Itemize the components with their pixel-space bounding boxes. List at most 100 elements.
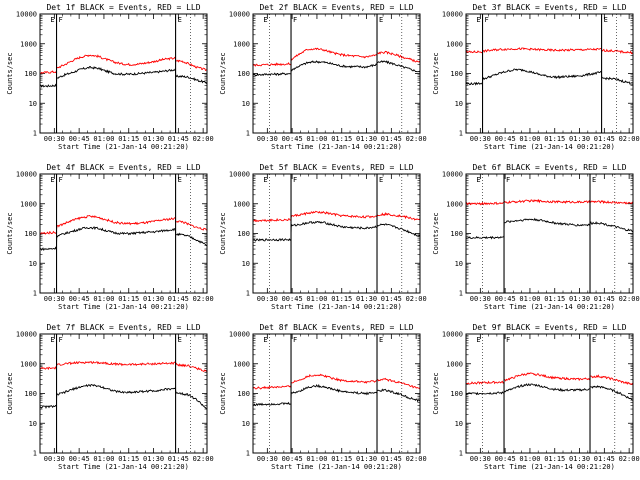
x-tick-label: 01:15	[331, 455, 352, 463]
x-tick-label: 00:30	[470, 135, 491, 143]
marker-label-e: E	[50, 336, 54, 344]
x-tick-label: 00:45	[69, 455, 90, 463]
marker-label-e: E	[476, 336, 480, 344]
y-tick-label: 1000	[446, 200, 463, 208]
x-tick-label: 00:30	[44, 135, 65, 143]
y-tick-label: 1	[246, 290, 250, 298]
panel-title: Det 8f BLACK = Events, RED = LLD	[259, 323, 413, 332]
x-tick-label: 01:30	[143, 295, 164, 303]
x-tick-label: 00:45	[282, 295, 303, 303]
marker-label-e: E	[476, 176, 480, 184]
x-tick-label: 02:00	[193, 455, 214, 463]
y-tick-label: 1000	[446, 40, 463, 48]
panel-title: Det 4f BLACK = Events, RED = LLD	[46, 163, 200, 172]
y-tick-label: 10000	[442, 171, 463, 179]
x-tick-label: 01:15	[331, 135, 352, 143]
x-tick-label: 02:00	[193, 135, 214, 143]
x-tick-label: 00:45	[495, 295, 516, 303]
y-tick-label: 100	[24, 390, 37, 398]
x-tick-label: 00:30	[470, 295, 491, 303]
series-line-lld	[465, 372, 634, 385]
x-tick-label: 00:45	[282, 455, 303, 463]
x-tick-label: 01:45	[168, 135, 189, 143]
x-tick-label: 01:00	[519, 295, 540, 303]
series-line-events	[252, 60, 421, 77]
panel-title: Det 2f BLACK = Events, RED = LLD	[259, 3, 413, 12]
y-tick-label: 10000	[229, 11, 250, 19]
marker-label-f: F	[293, 16, 297, 24]
x-tick-label: 01:45	[594, 135, 615, 143]
x-axis-label: Start Time (21-Jan-14 00:21:20)	[58, 303, 189, 311]
x-tick-label: 01:30	[143, 455, 164, 463]
y-tick-label: 1	[459, 450, 463, 458]
marker-label-e-end: E	[379, 176, 383, 184]
y-tick-label: 1	[246, 450, 250, 458]
x-tick-label: 01:15	[331, 295, 352, 303]
y-axis-label: Counts/sec	[6, 52, 14, 94]
x-tick-label: 02:00	[619, 295, 640, 303]
y-tick-label: 1	[246, 130, 250, 138]
plot-frame	[39, 333, 208, 454]
y-tick-label: 1000	[20, 200, 37, 208]
y-tick-label: 10	[29, 100, 37, 108]
x-tick-label: 01:45	[381, 295, 402, 303]
x-tick-label: 00:45	[495, 135, 516, 143]
x-tick-label: 00:30	[470, 455, 491, 463]
y-tick-label: 1000	[233, 360, 250, 368]
marker-label-e-end: E	[592, 176, 596, 184]
series-line-lld	[39, 360, 208, 373]
y-tick-label: 10	[455, 100, 463, 108]
marker-label-f: F	[59, 176, 63, 184]
y-tick-label: 10000	[442, 11, 463, 19]
panel-title: Det 1f BLACK = Events, RED = LLD	[46, 3, 200, 12]
y-tick-label: 10	[29, 260, 37, 268]
panel-2: Det 2f BLACK = Events, RED = LLD Counts/s…	[219, 3, 427, 151]
x-tick-label: 02:00	[406, 135, 427, 143]
x-axis-label: Start Time (21-Jan-14 00:21:20)	[484, 463, 615, 471]
series-line-lld	[252, 373, 421, 390]
plot-frame	[465, 333, 634, 454]
y-tick-label: 100	[450, 70, 463, 78]
panel-9: Det 9f BLACK = Events, RED = LLD Counts/s…	[432, 323, 640, 471]
x-tick-label: 01:00	[306, 135, 327, 143]
plot-frame	[39, 173, 208, 294]
marker-label-e-end: E	[178, 176, 182, 184]
panel-title: Det 6f BLACK = Events, RED = LLD	[472, 163, 626, 172]
y-tick-label: 10	[242, 100, 250, 108]
x-tick-label: 01:15	[544, 135, 565, 143]
y-tick-label: 1	[33, 450, 37, 458]
series-line-lld	[252, 47, 421, 67]
y-tick-label: 10	[455, 260, 463, 268]
y-tick-label: 1000	[233, 40, 250, 48]
plot-frame	[465, 13, 634, 134]
series-line-lld	[39, 54, 208, 75]
panel-1: Det 1f BLACK = Events, RED = LLD Counts/s…	[6, 3, 214, 151]
marker-label-e: E	[50, 16, 54, 24]
x-tick-label: 01:00	[93, 295, 114, 303]
y-tick-label: 10000	[16, 331, 37, 339]
panel-title: Det 3f BLACK = Events, RED = LLD	[472, 3, 626, 12]
y-tick-label: 10000	[16, 11, 37, 19]
series-line-events	[39, 383, 208, 410]
x-tick-label: 01:00	[93, 135, 114, 143]
y-tick-label: 1000	[446, 360, 463, 368]
x-axis-label: Start Time (21-Jan-14 00:21:20)	[58, 143, 189, 151]
series-line-events	[465, 217, 634, 240]
x-tick-label: 01:00	[93, 455, 114, 463]
y-tick-label: 1	[459, 130, 463, 138]
panel-title: Det 9f BLACK = Events, RED = LLD	[472, 323, 626, 332]
panel-title: Det 7f BLACK = Events, RED = LLD	[46, 323, 200, 332]
y-axis-label: Counts/sec	[219, 212, 227, 254]
x-tick-label: 01:30	[569, 295, 590, 303]
y-tick-label: 10	[455, 420, 463, 428]
marker-label-f: F	[506, 176, 510, 184]
x-tick-label: 01:00	[519, 135, 540, 143]
y-tick-label: 100	[450, 390, 463, 398]
y-tick-label: 100	[237, 390, 250, 398]
x-tick-label: 01:45	[594, 295, 615, 303]
marker-label-e-end: E	[178, 16, 182, 24]
x-tick-label: 02:00	[406, 455, 427, 463]
x-axis-label: Start Time (21-Jan-14 00:21:20)	[271, 463, 402, 471]
x-tick-label: 00:45	[282, 135, 303, 143]
x-tick-label: 01:30	[569, 135, 590, 143]
